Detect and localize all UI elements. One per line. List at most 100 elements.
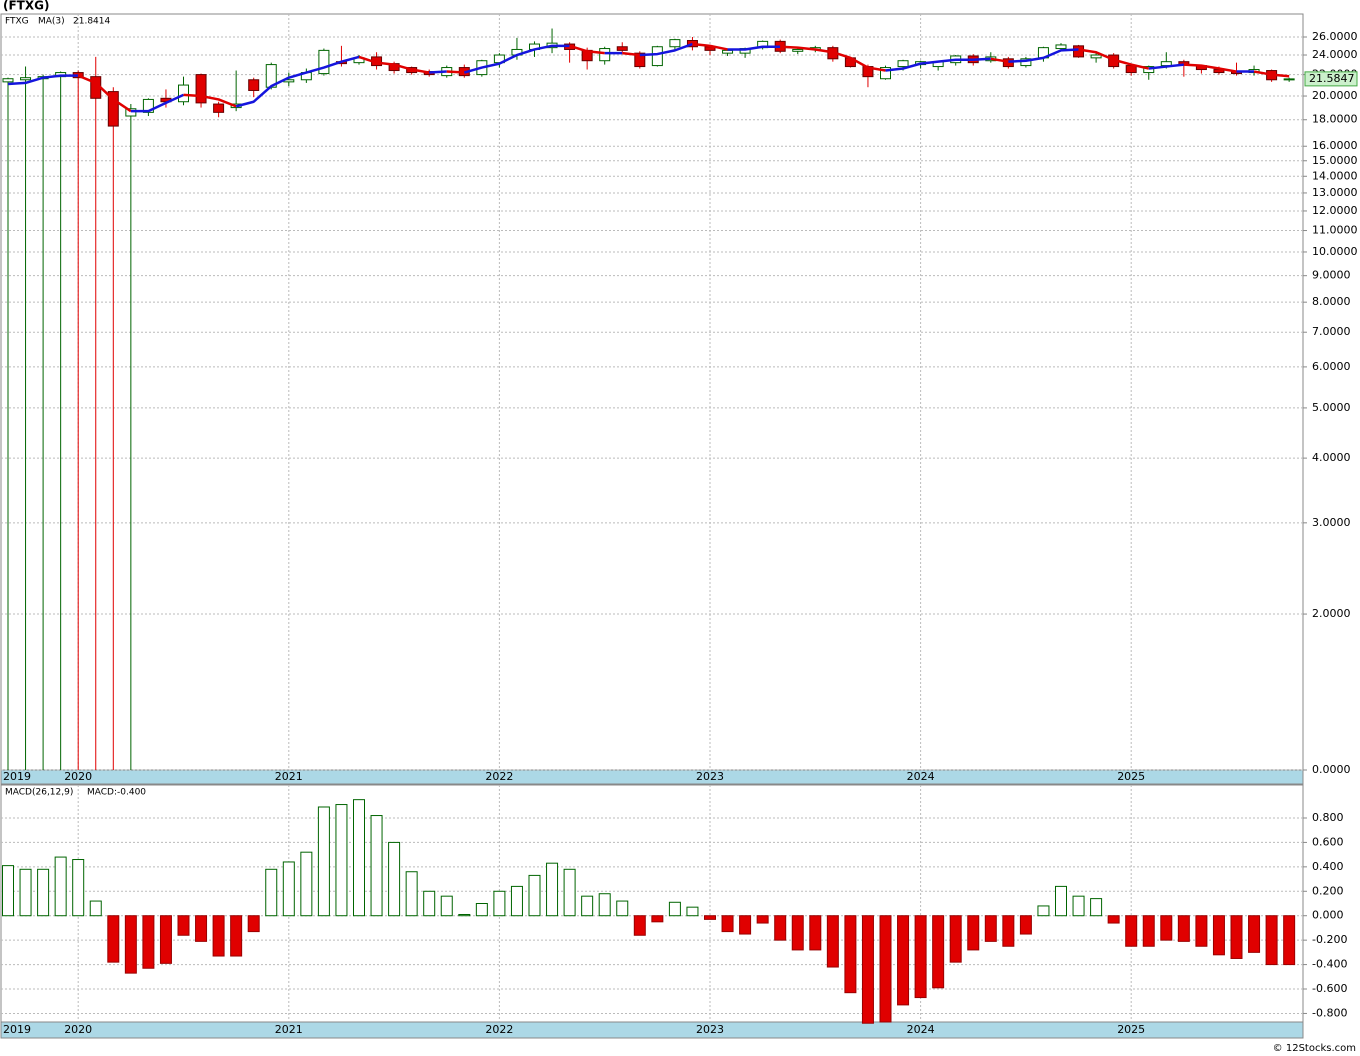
footer: © 12Stocks.com bbox=[1273, 1043, 1356, 1054]
y-tick-label: 2.0000 bbox=[1312, 607, 1351, 620]
moving-average bbox=[1183, 63, 1237, 73]
macd-bar bbox=[774, 915, 787, 941]
y-tick-label: 5.0000 bbox=[1312, 401, 1351, 414]
candle-body bbox=[318, 49, 330, 75]
macd-bar bbox=[826, 915, 839, 968]
candle-body bbox=[1143, 66, 1155, 74]
candle-body bbox=[616, 46, 628, 51]
macd-bar bbox=[247, 915, 260, 933]
macd-bar bbox=[756, 915, 769, 924]
y-tick-label: 0.000 bbox=[1312, 909, 1344, 922]
y-tick-label: 7.0000 bbox=[1312, 325, 1351, 338]
macd-bar bbox=[1230, 915, 1243, 959]
y-tick-label: 14.0000 bbox=[1312, 169, 1358, 182]
y-tick-label: 0.800 bbox=[1312, 811, 1344, 824]
macd-bar bbox=[124, 915, 137, 974]
moving-average bbox=[780, 45, 886, 72]
macd-readout: MACD:-0.400 bbox=[87, 788, 146, 798]
macd-bar bbox=[1055, 885, 1067, 917]
macd-bar bbox=[528, 874, 541, 917]
macd-bar bbox=[458, 913, 471, 917]
macd-bar bbox=[861, 915, 874, 1024]
macd-bar bbox=[1107, 915, 1120, 924]
y-tick-label: 16.0000 bbox=[1312, 139, 1358, 152]
y-tick-label: 24.0000 bbox=[1312, 48, 1358, 61]
x-tick-label: 2020 bbox=[64, 1023, 92, 1036]
macd-bar bbox=[142, 915, 155, 969]
date-band bbox=[0, 1021, 1304, 1039]
macd-bar bbox=[1037, 905, 1050, 917]
macd-bar bbox=[159, 915, 172, 964]
moving-average bbox=[569, 44, 605, 55]
macd-title: MACD(26,12,9) bbox=[5, 788, 73, 798]
candle-body bbox=[107, 91, 119, 127]
macd-bar bbox=[300, 851, 313, 917]
moving-average bbox=[1148, 63, 1184, 70]
macd-bar bbox=[1212, 915, 1225, 956]
macd-bar bbox=[388, 841, 401, 917]
macd-bar bbox=[633, 915, 646, 936]
candle-body bbox=[1055, 44, 1067, 50]
y-tick-label: 0.600 bbox=[1312, 835, 1344, 848]
macd-bar bbox=[809, 915, 822, 951]
y-tick-label: 0.0000 bbox=[1312, 763, 1351, 776]
x-tick-label: 2022 bbox=[485, 770, 513, 783]
macd-bar bbox=[704, 915, 716, 920]
x-tick-label: 2023 bbox=[696, 1023, 724, 1036]
x-tick-label: 2025 bbox=[1117, 1023, 1145, 1036]
y-tick-label: 10.0000 bbox=[1312, 245, 1358, 258]
last-price: 21.5847 bbox=[1309, 72, 1355, 85]
last-price-box bbox=[1304, 71, 1358, 87]
moving-average bbox=[622, 51, 640, 57]
macd-bar bbox=[177, 915, 190, 936]
macd-bar bbox=[230, 915, 243, 957]
macd-bar bbox=[581, 895, 594, 917]
candle-body bbox=[20, 77, 32, 81]
macd-bar bbox=[89, 900, 102, 917]
macd-bar bbox=[791, 915, 804, 951]
ma-readout: 21.8414 bbox=[73, 17, 110, 27]
macd-bar bbox=[651, 915, 664, 923]
macd-bar bbox=[475, 903, 488, 917]
macd-bar bbox=[1195, 915, 1208, 947]
macd-bar bbox=[1019, 915, 1032, 935]
candle-body bbox=[1073, 45, 1085, 58]
macd-bar bbox=[440, 895, 453, 917]
macd-bar bbox=[598, 893, 611, 917]
moving-average bbox=[1078, 48, 1150, 70]
macd-bar bbox=[317, 806, 330, 917]
y-tick-label: -0.800 bbox=[1312, 1006, 1347, 1019]
macd-bar bbox=[265, 868, 278, 917]
y-tick-label: -0.200 bbox=[1312, 933, 1347, 946]
macd-bar bbox=[616, 900, 629, 917]
macd-bar bbox=[1160, 915, 1173, 941]
y-tick-label: 3.0000 bbox=[1312, 516, 1351, 529]
y-tick-label: 6.0000 bbox=[1312, 360, 1351, 373]
y-tick-label: -0.400 bbox=[1312, 958, 1347, 971]
candle-body bbox=[722, 49, 734, 54]
macd-bar bbox=[914, 915, 927, 999]
y-tick-label: 13.0000 bbox=[1312, 186, 1358, 199]
macd-bar bbox=[844, 915, 857, 994]
x-tick-label: 2024 bbox=[907, 1023, 935, 1036]
date-band bbox=[0, 769, 1304, 785]
moving-average bbox=[692, 42, 728, 51]
y-tick-label: 4.0000 bbox=[1312, 451, 1351, 464]
y-tick-label: 15.0000 bbox=[1312, 154, 1358, 167]
macd-bar bbox=[721, 915, 734, 933]
candle-body bbox=[213, 103, 225, 113]
candle-body bbox=[1002, 58, 1014, 68]
y-tick-label: 18.0000 bbox=[1312, 113, 1358, 126]
macd-bar bbox=[1072, 895, 1085, 917]
candle-body bbox=[195, 74, 207, 104]
macd-bar bbox=[546, 862, 559, 917]
macd-bar bbox=[1002, 915, 1015, 947]
candle-body bbox=[599, 48, 611, 62]
moving-average bbox=[990, 57, 1009, 63]
moving-average bbox=[130, 93, 185, 113]
macd-bar bbox=[54, 856, 67, 917]
y-tick-label: 8.0000 bbox=[1312, 295, 1351, 308]
page-title: (FTXG) bbox=[3, 0, 49, 13]
ticker-label: FTXG bbox=[5, 17, 29, 27]
macd-bar bbox=[563, 868, 576, 917]
